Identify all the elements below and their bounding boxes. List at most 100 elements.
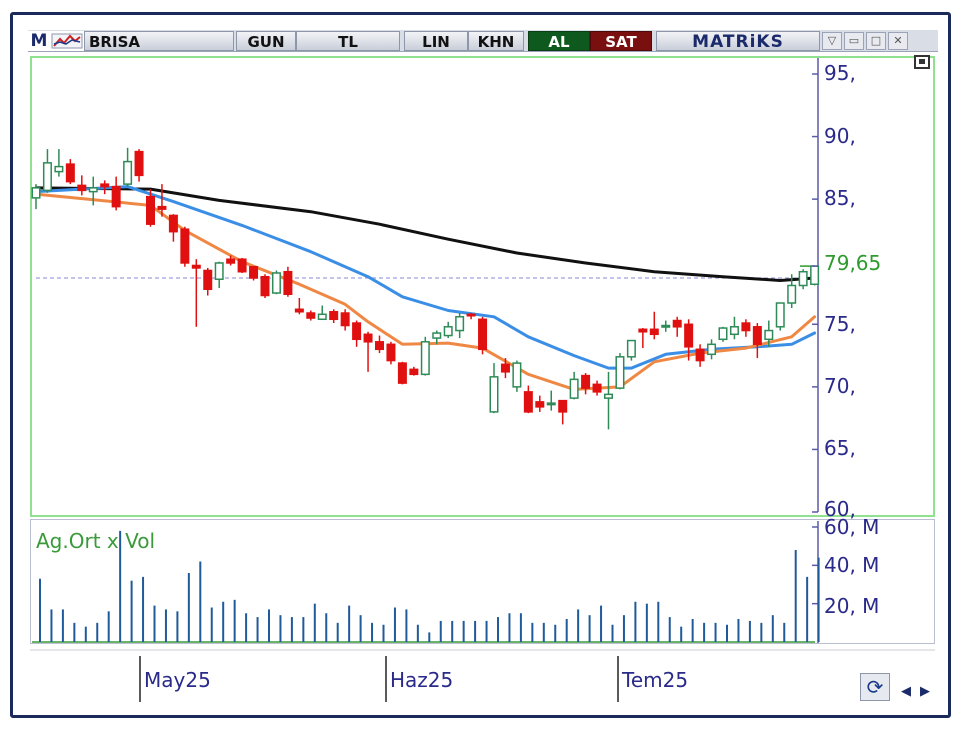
y-tick-label: 95, bbox=[824, 61, 856, 85]
candle-down bbox=[180, 228, 190, 264]
symbol-field[interactable]: BRISA bbox=[84, 30, 234, 51]
candle-down bbox=[695, 348, 705, 362]
y-tick-label: 90, bbox=[824, 124, 856, 148]
candle-down bbox=[203, 269, 213, 290]
sell-button[interactable]: SAT bbox=[590, 30, 652, 51]
candle-down bbox=[741, 322, 751, 332]
scroll-left-icon[interactable]: ◀ bbox=[901, 684, 911, 699]
candle-down bbox=[111, 185, 121, 208]
candle-up bbox=[31, 187, 41, 199]
dropdown-icon[interactable]: ▽ bbox=[822, 31, 842, 50]
candle-up bbox=[42, 162, 52, 192]
candle-down bbox=[500, 363, 510, 373]
ma-mid-line bbox=[34, 185, 817, 370]
y-tick-label: 85, bbox=[824, 186, 856, 210]
candle-down bbox=[146, 195, 155, 225]
candle-up bbox=[787, 284, 797, 304]
candle-down bbox=[558, 399, 568, 413]
chart-toolbar: M BRISA GUN TL LIN KHN AL SAT MATRiKS ▽ … bbox=[28, 30, 938, 52]
candle-up bbox=[317, 313, 327, 321]
candle-up bbox=[443, 326, 453, 337]
candle-up bbox=[661, 324, 671, 328]
candle-down bbox=[466, 313, 476, 317]
price-panel bbox=[30, 56, 935, 517]
candle-down bbox=[134, 150, 144, 177]
candle-up bbox=[718, 327, 728, 341]
candle-up bbox=[214, 262, 224, 280]
candle-up bbox=[798, 270, 808, 287]
candle-down bbox=[523, 391, 533, 413]
candle-down bbox=[340, 312, 350, 327]
panel-restore-icon[interactable] bbox=[914, 55, 930, 69]
minimize-icon[interactable]: ▭ bbox=[844, 31, 864, 50]
period-button[interactable]: GUN bbox=[236, 30, 296, 51]
tick-marks bbox=[812, 73, 818, 605]
candle-down bbox=[752, 326, 762, 346]
candle-up bbox=[54, 165, 64, 173]
candle-down bbox=[409, 368, 419, 376]
candle-down bbox=[226, 258, 236, 264]
candle-up bbox=[604, 393, 613, 399]
candle-up bbox=[271, 272, 281, 294]
candle-down bbox=[237, 258, 247, 273]
x-tick-label: May25 bbox=[144, 668, 211, 692]
candles bbox=[31, 147, 820, 430]
candle-down bbox=[260, 275, 270, 297]
candle-down bbox=[352, 322, 362, 341]
last-price-label: 79,65 bbox=[824, 251, 881, 275]
ma-slow-line bbox=[34, 186, 817, 282]
chart-type-icon[interactable] bbox=[50, 30, 84, 51]
scale-button[interactable]: LIN bbox=[404, 30, 468, 51]
candle-down bbox=[592, 383, 602, 393]
candle-up bbox=[810, 265, 820, 285]
candle-down bbox=[65, 163, 75, 183]
volume-panel bbox=[30, 519, 935, 644]
candle-up bbox=[489, 376, 499, 413]
candle-down bbox=[249, 265, 259, 279]
x-axis: May25 Haz25 Tem25 bbox=[30, 649, 935, 702]
candle-down bbox=[478, 318, 488, 351]
candle-down bbox=[191, 264, 201, 269]
volume-axis: Ag.Ort x Vol 60, M 40, M 20, M bbox=[36, 515, 879, 643]
x-tick-label: Haz25 bbox=[390, 668, 453, 692]
price-axis: 95, 90, 85, 79,65 75, 70, 65, 60, bbox=[817, 58, 881, 521]
candle-up bbox=[123, 160, 133, 185]
candle-down bbox=[684, 323, 694, 348]
currency-button[interactable]: TL bbox=[296, 30, 400, 51]
candle-down bbox=[638, 328, 648, 333]
candle-down bbox=[397, 362, 407, 384]
y-tick-label: 70, bbox=[824, 374, 856, 398]
candle-up bbox=[455, 316, 465, 332]
candle-down bbox=[649, 328, 659, 336]
candle-up bbox=[546, 402, 556, 406]
buy-button[interactable]: AL bbox=[528, 30, 590, 51]
candle-down bbox=[168, 214, 178, 233]
maximize-icon[interactable]: □ bbox=[866, 31, 886, 50]
close-icon[interactable]: ✕ bbox=[888, 31, 908, 50]
y-tick-label: 60, bbox=[824, 497, 856, 521]
x-tick-label: Tem25 bbox=[621, 668, 688, 692]
scroll-right-icon[interactable]: ▶ bbox=[920, 684, 930, 699]
candle-up bbox=[775, 302, 785, 328]
candle-down bbox=[306, 312, 316, 319]
candle-down bbox=[672, 319, 682, 328]
refresh-icon[interactable]: ⟳ bbox=[860, 673, 890, 701]
candle-up bbox=[707, 343, 717, 356]
candle-up bbox=[615, 356, 625, 389]
candle-up bbox=[764, 329, 774, 341]
candle-down bbox=[535, 401, 545, 408]
y-tick-label: 75, bbox=[824, 312, 856, 336]
vol-tick-label: 20, M bbox=[824, 594, 879, 618]
y-tick-label: 65, bbox=[824, 436, 856, 460]
candle-down bbox=[581, 374, 591, 389]
candle-down bbox=[363, 333, 373, 343]
candle-up bbox=[88, 187, 98, 193]
matriks-logo: M bbox=[28, 30, 50, 51]
candle-down bbox=[329, 311, 339, 321]
vol-title: Ag.Ort x Vol bbox=[36, 529, 155, 553]
volume-bars bbox=[32, 530, 820, 643]
candle-up bbox=[432, 332, 442, 339]
chart-style-button[interactable]: KHN bbox=[468, 30, 524, 51]
candle-up bbox=[512, 362, 522, 388]
